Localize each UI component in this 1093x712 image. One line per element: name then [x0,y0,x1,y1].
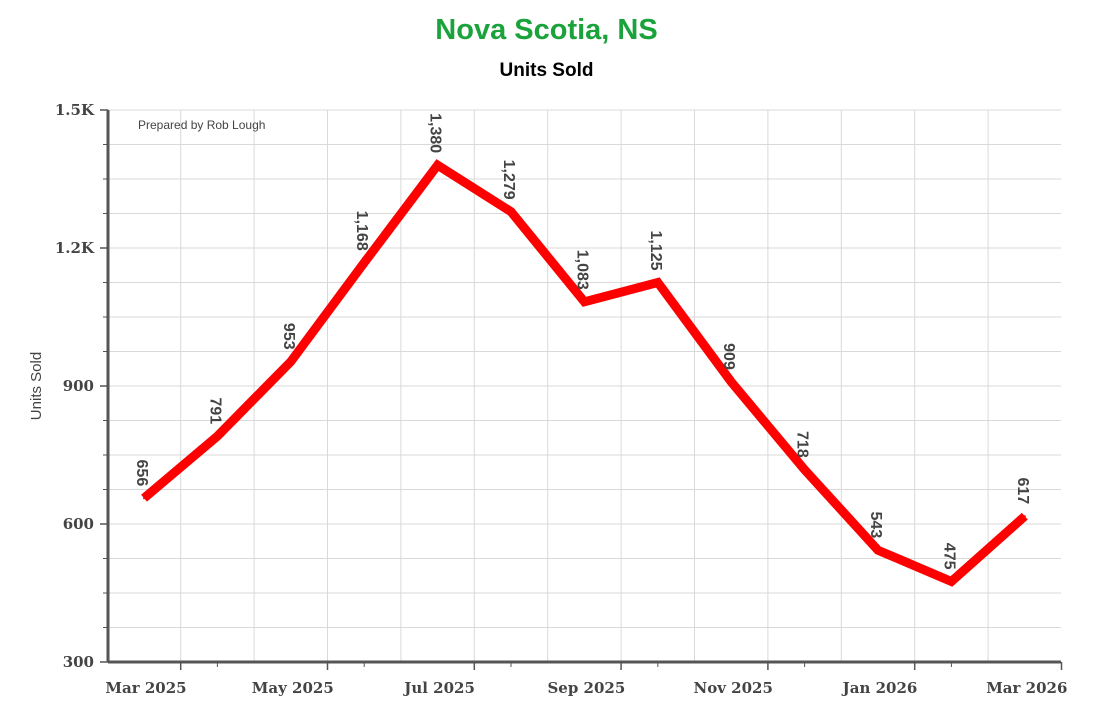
chart-title: Nova Scotia, NS [435,14,658,46]
chart-subtitle: Units Sold [499,60,594,81]
series-line [141,159,1028,587]
data-point [950,580,953,583]
data-label: 1,083 [573,250,590,290]
data-label: 543 [867,512,884,539]
data-label: 1,168 [353,211,370,251]
data-point [289,360,292,363]
data-label: 791 [206,397,223,424]
x-tick-label: Jan 2026 [841,679,918,697]
y-tick-label: 300 [63,653,94,671]
x-tick-label: Sep 2025 [547,679,625,697]
y-axis-label: Units Sold [28,352,45,420]
data-label: 718 [794,431,811,458]
data-point [1023,515,1026,518]
y-tick-label: 1.2K [55,239,95,257]
data-point [143,497,145,500]
data-point [216,435,219,438]
data-label: 617 [1014,477,1031,504]
data-point [730,380,733,383]
data-label: 1,380 [427,113,444,153]
data-point [803,468,806,471]
data-label: 909 [720,343,737,370]
data-point [583,300,586,303]
data-label: 953 [280,323,297,350]
y-tick-label: 900 [63,377,94,395]
y-tick-label: 600 [63,515,94,533]
data-point [656,281,659,284]
x-tick-label: May 2025 [252,679,334,697]
x-tick-label: Mar 2025 [105,679,186,697]
data-point [510,210,512,213]
data-point [436,164,439,167]
data-label: 475 [940,543,957,570]
y-tick-label: 1.5K [55,101,95,119]
data-point [363,261,366,264]
x-tick-label: Jul 2025 [402,679,475,697]
x-tick-label: Mar 2026 [986,679,1067,697]
data-point [877,549,879,552]
data-label: 1,279 [500,160,517,200]
credit-label: Prepared by Rob Lough [138,118,265,132]
x-tick-label: Nov 2025 [693,679,772,697]
data-label: 656 [133,460,150,487]
data-label: 1,125 [647,230,664,270]
